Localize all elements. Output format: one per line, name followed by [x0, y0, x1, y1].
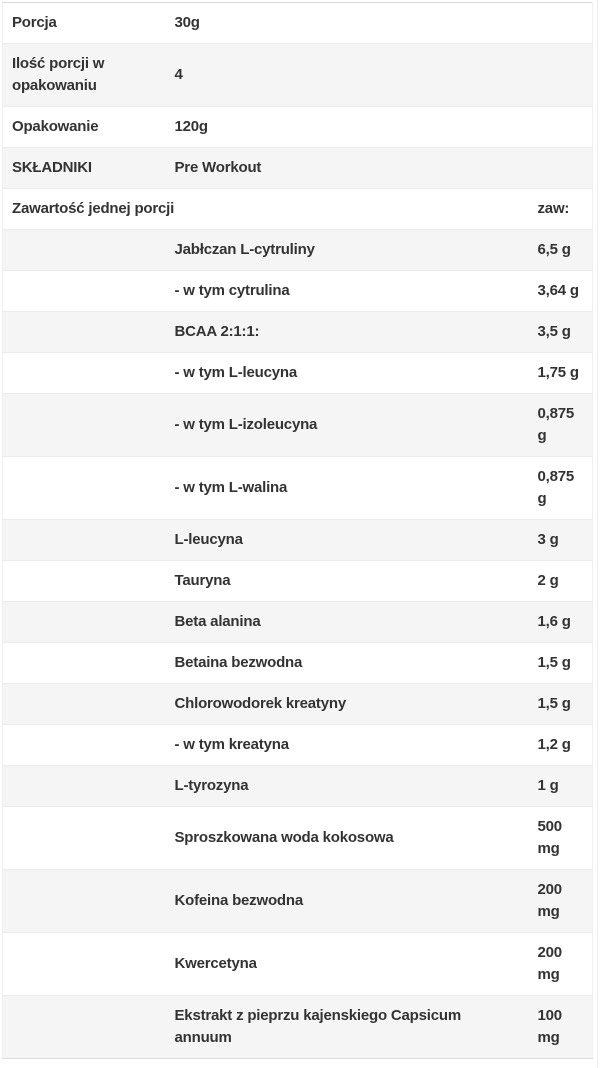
ingredient-name: Sproszkowana woda kokosowa [166, 806, 488, 870]
ingredient-name: - w tym L-leucyna [166, 352, 488, 394]
row-value: Pre Workout [166, 147, 593, 189]
ingredient-name: Beta alanina [166, 601, 488, 643]
table-row: Sproszkowana woda kokosowa 500 mg [2, 806, 593, 870]
table-row: Jabłczan L-cytruliny 6,5 g [2, 229, 593, 271]
ingredient-name: - w tym L-izoleucyna [166, 393, 488, 457]
ingredient-name: Ekstrakt z pieprzu kajenskiego Capsicum … [166, 995, 488, 1059]
row-value: 120g [166, 106, 593, 148]
ingredient-amount: 200 mg [487, 869, 593, 933]
ingredient-amount: 6,5 g [487, 229, 593, 271]
spacer-cell [2, 683, 167, 725]
ingredient-amount: 1,5 g [487, 642, 593, 684]
ingredient-name: L-leucyna [166, 519, 488, 561]
spacer-cell [2, 519, 167, 561]
spacer-cell [2, 601, 167, 643]
row-value: 4 [166, 43, 593, 107]
table-row: Kwercetyna 200 mg [2, 932, 593, 996]
ingredient-amount: 500 mg [487, 806, 593, 870]
row-label: Opakowanie [2, 106, 167, 148]
ingredient-name: Tauryna [166, 560, 488, 602]
spacer-cell [2, 560, 167, 602]
table-row: - w tym L-izoleucyna 0,875 g [2, 393, 593, 457]
ingredient-name: Kwercetyna [166, 932, 488, 996]
ingredient-amount: 1,5 g [487, 683, 593, 725]
table-row: L-tyrozyna 1 g [2, 765, 593, 807]
table-row: Opakowanie 120g [2, 106, 593, 148]
row-label: Ilość porcji w opakowaniu [2, 43, 167, 107]
ingredient-name: L-tyrozyna [166, 765, 488, 807]
table-row: BCAA 2:1:1: 3,5 g [2, 311, 593, 353]
table-row: Betaina bezwodna 1,5 g [2, 642, 593, 684]
section-header-label: Zawartość jednej porcji [2, 188, 488, 230]
table-row: - w tym L-leucyna 1,75 g [2, 352, 593, 394]
ingredient-name: - w tym kreatyna [166, 724, 488, 766]
spacer-cell [2, 765, 167, 807]
table-row: Kofeina bezwodna 200 mg [2, 869, 593, 933]
ingredient-name: - w tym cytrulina [166, 270, 488, 312]
table-row: - w tym kreatyna 1,2 g [2, 724, 593, 766]
page-edge-divider [597, 0, 598, 1068]
spacer-cell [2, 642, 167, 684]
spacer-cell [2, 393, 167, 457]
ingredient-amount: 3,5 g [487, 311, 593, 353]
ingredient-amount: 1,6 g [487, 601, 593, 643]
ingredient-amount: 1,2 g [487, 724, 593, 766]
table-row: Ekstrakt z pieprzu kajenskiego Capsicum … [2, 995, 593, 1059]
table-row: Ilość porcji w opakowaniu 4 [2, 43, 593, 107]
table-row: Porcja 30g [3, 3, 593, 44]
table-row: Tauryna 2 g [2, 560, 593, 602]
table-row: - w tym L-walina 0,875 g [2, 456, 593, 520]
ingredient-name: - w tym L-walina [166, 456, 488, 520]
ingredient-amount: 3,64 g [487, 270, 593, 312]
ingredient-name: BCAA 2:1:1: [166, 311, 488, 353]
table-row: L-leucyna 3 g [2, 519, 593, 561]
amount-column-header: zaw: [487, 188, 593, 230]
table-row: Beta alanina 1,6 g [2, 601, 593, 643]
ingredient-amount: 3 g [487, 519, 593, 561]
spacer-cell [2, 456, 167, 520]
ingredient-amount: 1,75 g [487, 352, 593, 394]
spacer-cell [2, 311, 167, 353]
table-row: SKŁADNIKI Pre Workout [2, 147, 593, 189]
spacer-cell [2, 352, 167, 394]
spacer-cell [2, 932, 167, 996]
table-row: Chlorowodorek kreatyny 1,5 g [2, 683, 593, 725]
ingredient-amount: 0,875 g [487, 393, 593, 457]
table-row: Zawartość jednej porcji zaw: [2, 188, 593, 230]
ingredient-amount: 200 mg [487, 932, 593, 996]
ingredient-name: Jabłczan L-cytruliny [166, 229, 488, 271]
table-row: - w tym cytrulina 3,64 g [2, 270, 593, 312]
ingredient-amount: 2 g [487, 560, 593, 602]
ingredient-amount: 0,875 g [487, 456, 593, 520]
spacer-cell [2, 229, 167, 271]
row-label: SKŁADNIKI [2, 147, 167, 189]
nutrition-facts-table: Porcja 30g Ilość porcji w opakowaniu 4 O… [2, 2, 593, 1059]
ingredient-name: Chlorowodorek kreatyny [166, 683, 488, 725]
spacer-cell [2, 995, 167, 1059]
ingredient-name: Kofeina bezwodna [166, 869, 488, 933]
ingredient-amount: 1 g [487, 765, 593, 807]
spacer-cell [2, 869, 167, 933]
ingredient-name: Betaina bezwodna [166, 642, 488, 684]
row-value: 30g [174, 14, 200, 31]
spacer-cell [2, 270, 167, 312]
ingredient-amount: 100 mg [487, 995, 593, 1059]
spacer-cell [2, 724, 167, 766]
spacer-cell [2, 806, 167, 870]
row-label: Porcja [12, 14, 57, 31]
